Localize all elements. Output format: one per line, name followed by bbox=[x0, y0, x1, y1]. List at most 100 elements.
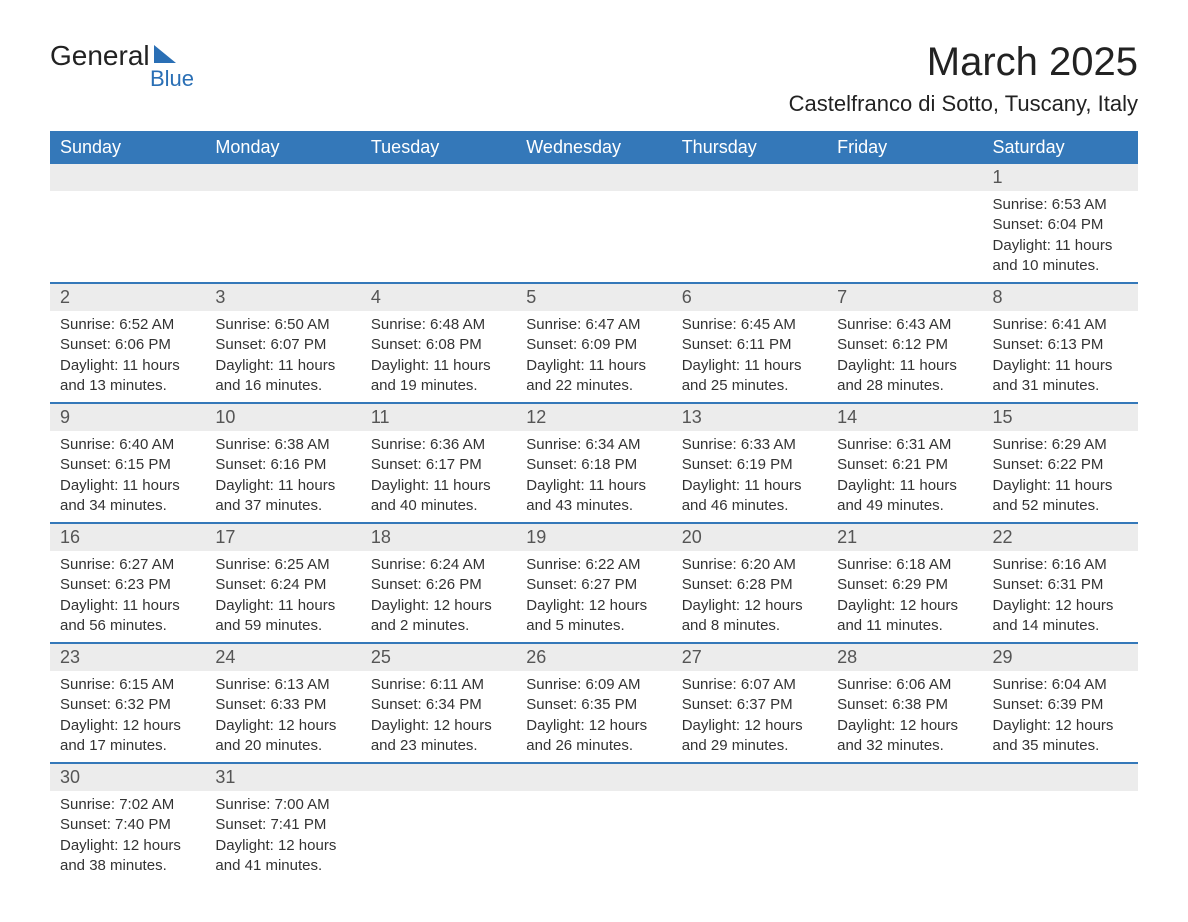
day-content-cell: Sunrise: 6:16 AMSunset: 6:31 PMDaylight:… bbox=[983, 551, 1138, 643]
day-number-cell bbox=[827, 164, 982, 191]
weekday-header: Thursday bbox=[672, 131, 827, 164]
daylight-line: Daylight: 12 hours and 8 minutes. bbox=[682, 596, 817, 637]
weekday-header: Sunday bbox=[50, 131, 205, 164]
day-number-cell: 14 bbox=[827, 403, 982, 431]
day-number-cell: 29 bbox=[983, 643, 1138, 671]
day-number-cell: 3 bbox=[205, 283, 360, 311]
sunset-line: Sunset: 6:16 PM bbox=[215, 455, 350, 475]
day-number-cell: 25 bbox=[361, 643, 516, 671]
day-number-row: 1 bbox=[50, 164, 1138, 191]
day-content-cell: Sunrise: 6:04 AMSunset: 6:39 PMDaylight:… bbox=[983, 671, 1138, 763]
weekday-header-row: SundayMondayTuesdayWednesdayThursdayFrid… bbox=[50, 131, 1138, 164]
sunset-line: Sunset: 6:35 PM bbox=[526, 695, 661, 715]
sunrise-line: Sunrise: 6:20 AM bbox=[682, 555, 817, 575]
daylight-line: Daylight: 11 hours and 10 minutes. bbox=[993, 236, 1128, 277]
sunset-line: Sunset: 6:17 PM bbox=[371, 455, 506, 475]
day-number-row: 3031 bbox=[50, 763, 1138, 791]
sunrise-line: Sunrise: 6:33 AM bbox=[682, 435, 817, 455]
day-content-row: Sunrise: 6:53 AMSunset: 6:04 PMDaylight:… bbox=[50, 191, 1138, 283]
sunset-line: Sunset: 6:39 PM bbox=[993, 695, 1128, 715]
day-number-cell: 20 bbox=[672, 523, 827, 551]
day-number-cell: 12 bbox=[516, 403, 671, 431]
sunrise-line: Sunrise: 7:00 AM bbox=[215, 795, 350, 815]
sunrise-line: Sunrise: 6:11 AM bbox=[371, 675, 506, 695]
sunrise-line: Sunrise: 6:47 AM bbox=[526, 315, 661, 335]
day-content-cell bbox=[205, 191, 360, 283]
sunrise-line: Sunrise: 6:18 AM bbox=[837, 555, 972, 575]
daylight-line: Daylight: 11 hours and 25 minutes. bbox=[682, 356, 817, 397]
day-number-cell: 26 bbox=[516, 643, 671, 671]
day-content-cell bbox=[672, 191, 827, 283]
brand-name-part2: Blue bbox=[50, 66, 194, 92]
sunrise-line: Sunrise: 6:24 AM bbox=[371, 555, 506, 575]
month-title: March 2025 bbox=[789, 40, 1138, 85]
sunrise-line: Sunrise: 6:29 AM bbox=[993, 435, 1128, 455]
sunrise-line: Sunrise: 6:15 AM bbox=[60, 675, 195, 695]
sunrise-line: Sunrise: 6:41 AM bbox=[993, 315, 1128, 335]
day-number-row: 16171819202122 bbox=[50, 523, 1138, 551]
daylight-line: Daylight: 11 hours and 43 minutes. bbox=[526, 476, 661, 517]
title-block: March 2025 Castelfranco di Sotto, Tuscan… bbox=[789, 40, 1138, 123]
day-number-cell bbox=[983, 763, 1138, 791]
day-number-cell: 17 bbox=[205, 523, 360, 551]
day-number-cell: 10 bbox=[205, 403, 360, 431]
day-content-cell: Sunrise: 7:02 AMSunset: 7:40 PMDaylight:… bbox=[50, 791, 205, 882]
day-content-cell: Sunrise: 6:07 AMSunset: 6:37 PMDaylight:… bbox=[672, 671, 827, 763]
sunset-line: Sunset: 6:06 PM bbox=[60, 335, 195, 355]
day-number-cell: 15 bbox=[983, 403, 1138, 431]
day-number-cell bbox=[672, 164, 827, 191]
daylight-line: Daylight: 12 hours and 32 minutes. bbox=[837, 716, 972, 757]
weekday-header: Friday bbox=[827, 131, 982, 164]
day-content-cell: Sunrise: 6:47 AMSunset: 6:09 PMDaylight:… bbox=[516, 311, 671, 403]
sunrise-line: Sunrise: 6:22 AM bbox=[526, 555, 661, 575]
page-header: General Blue March 2025 Castelfranco di … bbox=[50, 40, 1138, 123]
sunset-line: Sunset: 6:19 PM bbox=[682, 455, 817, 475]
daylight-line: Daylight: 12 hours and 38 minutes. bbox=[60, 836, 195, 877]
day-number-cell bbox=[205, 164, 360, 191]
location-subtitle: Castelfranco di Sotto, Tuscany, Italy bbox=[789, 91, 1138, 117]
day-content-row: Sunrise: 6:52 AMSunset: 6:06 PM Daylight:… bbox=[50, 311, 1138, 403]
sunrise-line: Sunrise: 6:48 AM bbox=[371, 315, 506, 335]
sunrise-line: Sunrise: 6:06 AM bbox=[837, 675, 972, 695]
day-content-cell: Sunrise: 6:53 AMSunset: 6:04 PMDaylight:… bbox=[983, 191, 1138, 283]
day-content-cell: Sunrise: 6:33 AMSunset: 6:19 PMDaylight:… bbox=[672, 431, 827, 523]
day-number-row: 2345678 bbox=[50, 283, 1138, 311]
sunset-line: Sunset: 6:37 PM bbox=[682, 695, 817, 715]
day-content-cell: Sunrise: 6:40 AMSunset: 6:15 PMDaylight:… bbox=[50, 431, 205, 523]
day-content-cell: Sunrise: 6:06 AMSunset: 6:38 PMDaylight:… bbox=[827, 671, 982, 763]
day-content-cell: Sunrise: 6:34 AMSunset: 6:18 PMDaylight:… bbox=[516, 431, 671, 523]
sunrise-line: Sunrise: 6:52 AM bbox=[60, 315, 195, 335]
sunset-line: Sunset: 6:09 PM bbox=[526, 335, 661, 355]
day-number-cell bbox=[361, 763, 516, 791]
sunset-line: Sunset: 6:13 PM bbox=[993, 335, 1128, 355]
day-number-cell: 16 bbox=[50, 523, 205, 551]
sunset-line: Sunset: 6:21 PM bbox=[837, 455, 972, 475]
weekday-header: Saturday bbox=[983, 131, 1138, 164]
day-content-cell: Sunrise: 6:24 AMSunset: 6:26 PMDaylight:… bbox=[361, 551, 516, 643]
day-content-cell: Sunrise: 6:22 AMSunset: 6:27 PMDaylight:… bbox=[516, 551, 671, 643]
sunrise-line: Sunrise: 6:07 AM bbox=[682, 675, 817, 695]
day-content-cell bbox=[361, 191, 516, 283]
day-content-cell: Sunrise: 7:00 AMSunset: 7:41 PMDaylight:… bbox=[205, 791, 360, 882]
day-content-cell: Sunrise: 6:41 AMSunset: 6:13 PMDaylight:… bbox=[983, 311, 1138, 403]
day-number-cell: 5 bbox=[516, 283, 671, 311]
day-content-row: Sunrise: 6:15 AMSunset: 6:32 PMDaylight:… bbox=[50, 671, 1138, 763]
day-content-cell: Sunrise: 6:09 AMSunset: 6:35 PMDaylight:… bbox=[516, 671, 671, 763]
weekday-header: Monday bbox=[205, 131, 360, 164]
day-number-cell: 8 bbox=[983, 283, 1138, 311]
day-number-cell: 11 bbox=[361, 403, 516, 431]
sail-icon bbox=[154, 45, 176, 63]
daylight-line: Daylight: 12 hours and 23 minutes. bbox=[371, 716, 506, 757]
sunrise-line: Sunrise: 6:04 AM bbox=[993, 675, 1128, 695]
day-content-cell bbox=[672, 791, 827, 882]
day-number-cell: 21 bbox=[827, 523, 982, 551]
sunset-line: Sunset: 6:08 PM bbox=[371, 335, 506, 355]
sunset-line: Sunset: 6:12 PM bbox=[837, 335, 972, 355]
sunset-line: Sunset: 6:28 PM bbox=[682, 575, 817, 595]
sunrise-line: Sunrise: 6:16 AM bbox=[993, 555, 1128, 575]
daylight-line: Daylight: 11 hours and 19 minutes. bbox=[371, 356, 506, 397]
daylight-line: Daylight: 11 hours and 28 minutes. bbox=[837, 356, 972, 397]
day-number-cell: 28 bbox=[827, 643, 982, 671]
sunrise-line: Sunrise: 6:34 AM bbox=[526, 435, 661, 455]
day-content-cell: Sunrise: 6:11 AMSunset: 6:34 PMDaylight:… bbox=[361, 671, 516, 763]
